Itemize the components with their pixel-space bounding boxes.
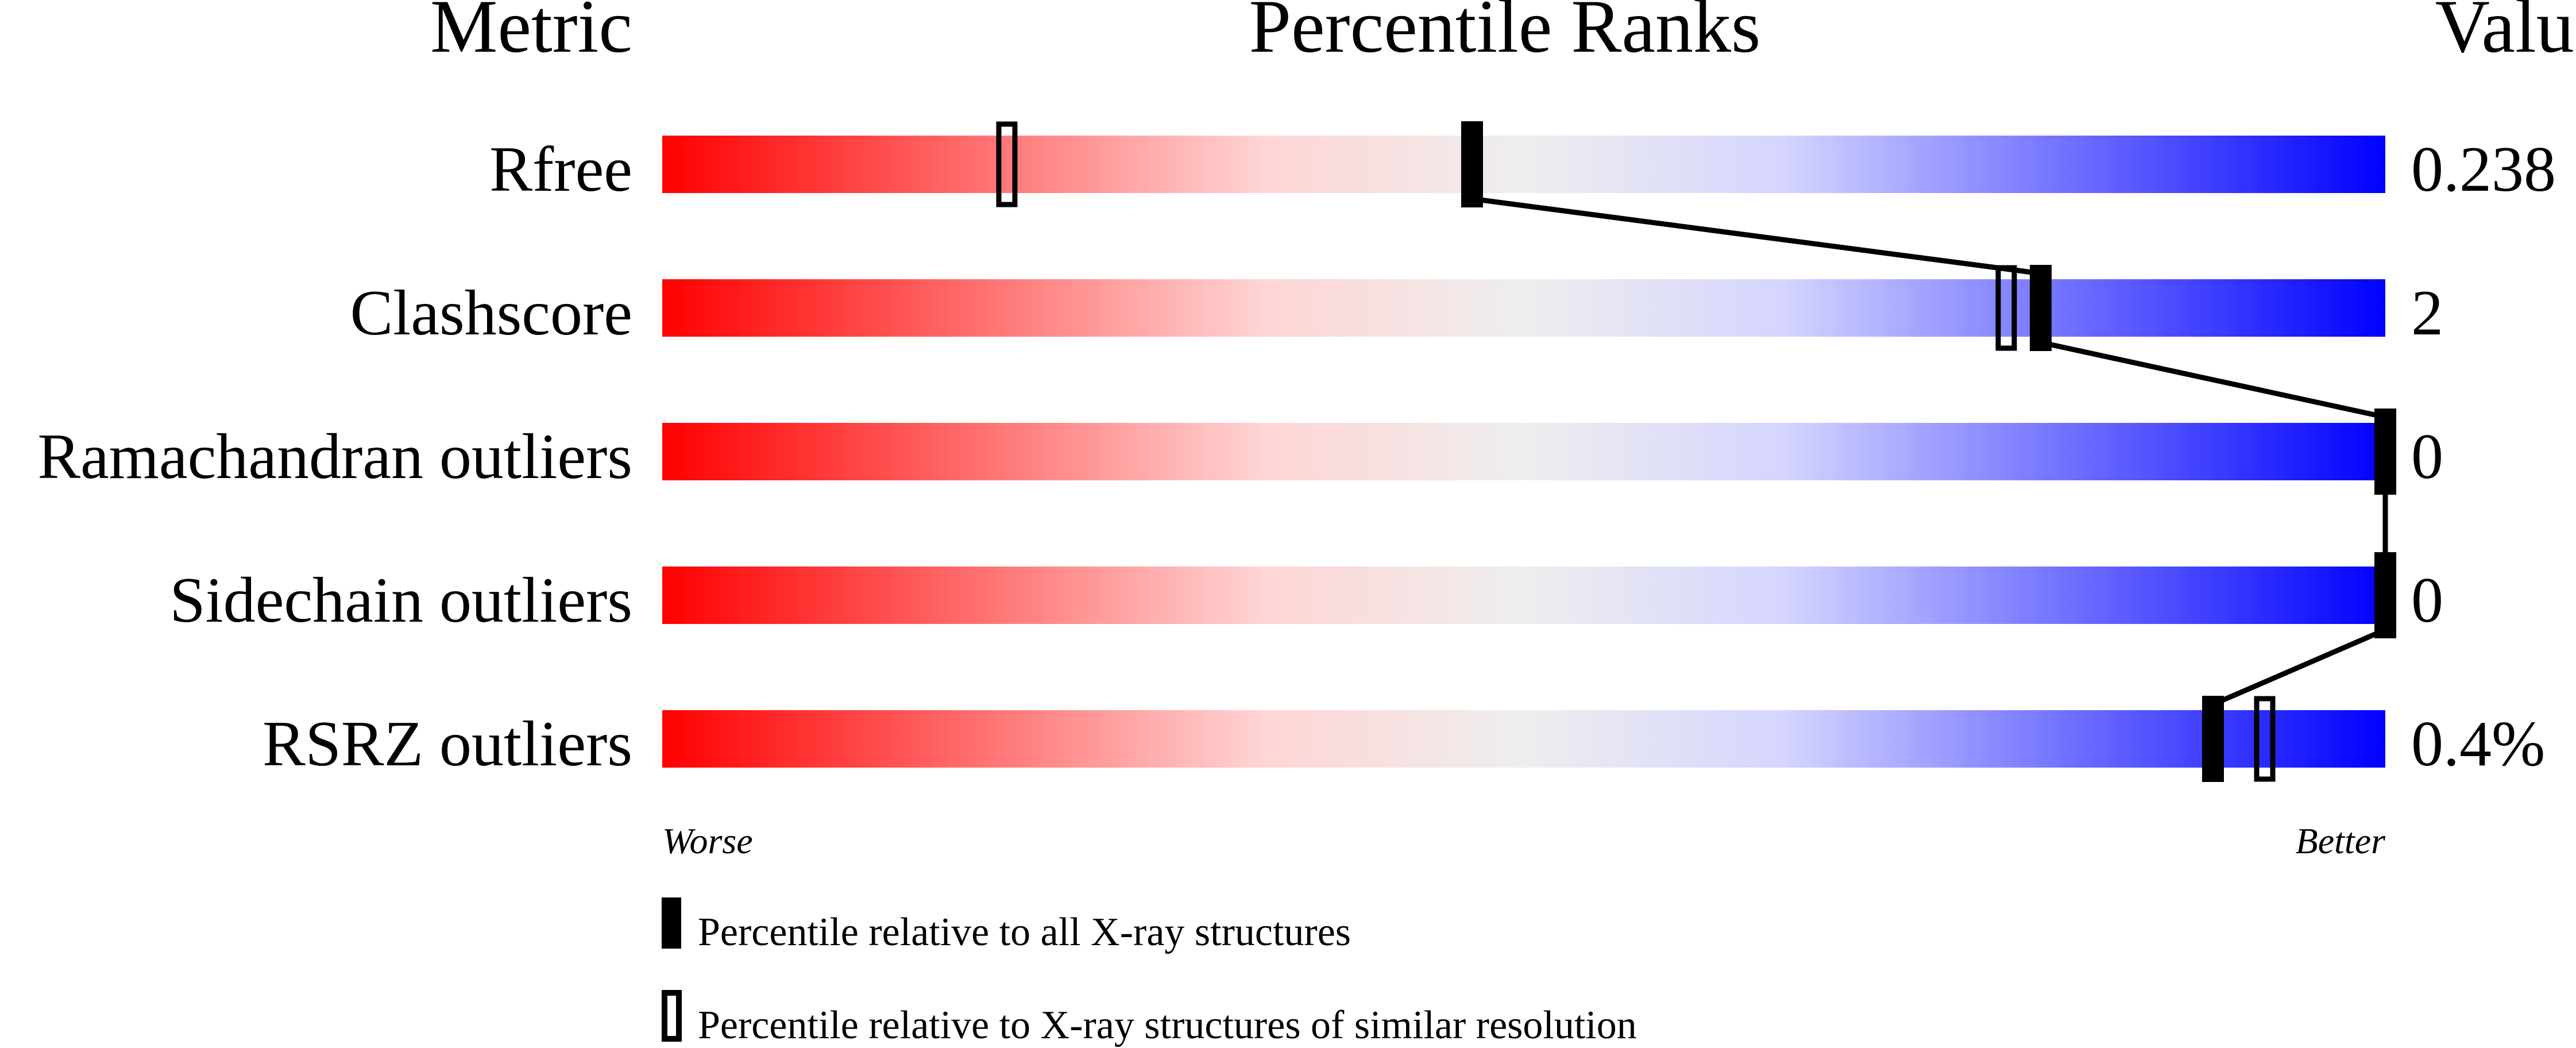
metric-value: 0.238 <box>2411 134 2556 205</box>
metric-label: Rfree <box>489 134 632 205</box>
metric-value: 2 <box>2411 278 2443 349</box>
similar-resolution-percentile-marker <box>996 121 1018 207</box>
metric-label: Clashscore <box>350 278 632 349</box>
all-structures-percentile-marker <box>2030 265 2052 351</box>
percentile-markers <box>996 121 2396 782</box>
all-structures-percentile-marker <box>2374 552 2396 638</box>
metric-label: Sidechain outliers <box>169 565 632 636</box>
legend-hollow-marker-icon <box>662 990 682 1042</box>
percentile-bar <box>662 136 2385 193</box>
all-structures-percentile-marker <box>2374 409 2396 495</box>
connector-line <box>2040 340 2386 420</box>
axis-worse-label: Worse <box>662 820 753 861</box>
connector-line <box>2212 627 2386 707</box>
legend-all-structures-label: Percentile relative to all X-ray structu… <box>698 910 1351 954</box>
metric-label: Ramachandran outliers <box>37 421 632 492</box>
metric-label: RSRZ outliers <box>262 708 632 780</box>
header-value: Value <box>2435 0 2576 68</box>
connector-line <box>1472 196 2041 276</box>
legend-filled-marker-icon <box>662 897 681 949</box>
metric-value: 0 <box>2411 565 2443 636</box>
percentile-bar <box>662 567 2385 624</box>
all-structures-percentile-marker <box>1461 121 1483 207</box>
connector-lines <box>1472 196 2388 707</box>
similar-resolution-percentile-marker <box>2254 696 2276 782</box>
all-structures-percentile-marker <box>2202 696 2224 782</box>
axis-better-label: Better <box>2296 820 2386 861</box>
percentile-bar <box>662 423 2385 480</box>
header-percentile-ranks: Percentile Ranks <box>1249 0 1761 68</box>
metric-rows: Rfree 0.238 Clashscore 2 Ramachandran outlie… <box>37 134 2556 780</box>
legend-similar-resolution-label: Percentile relative to X-ray structures … <box>698 1003 1637 1047</box>
metric-value: 0 <box>2411 421 2443 492</box>
percentile-bar <box>662 710 2385 768</box>
similar-resolution-percentile-marker <box>1995 265 2017 351</box>
metric-value: 0.4% <box>2411 708 2545 780</box>
header-metric: Metric <box>430 0 632 68</box>
percentile-bar <box>662 279 2385 337</box>
